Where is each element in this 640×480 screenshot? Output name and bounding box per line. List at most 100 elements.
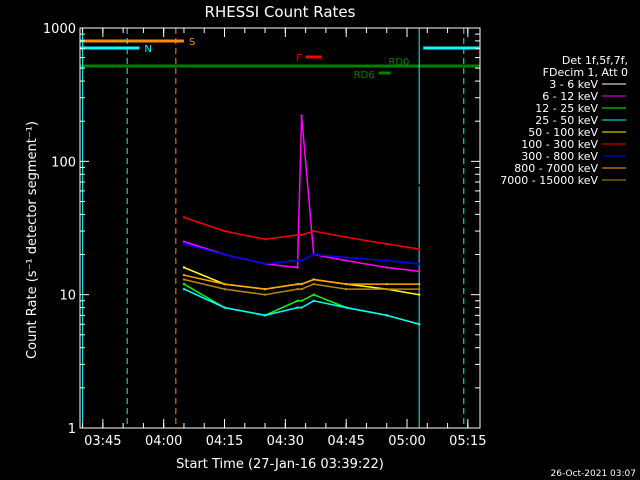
data-point [344,259,348,262]
data-point [385,282,388,286]
data-point [223,229,226,233]
legend-entry-label: 50 - 100 keV [528,126,598,139]
data-point [300,259,303,262]
plot-frame [79,27,481,429]
data-point [182,266,186,269]
legend-entry-label: 12 - 25 keV [535,102,598,115]
y-tick-label: 1000 [43,22,76,37]
legend-entry-label: 3 - 6 keV [549,78,598,91]
data-point [300,306,303,309]
flag-label: N [144,44,151,55]
data-point [263,238,267,241]
data-point [296,287,299,291]
data-point [344,256,348,259]
vlines-layer [82,28,465,428]
data-point [417,269,421,273]
x-tick-label: 04:15 [206,434,243,449]
data-point [223,306,226,309]
data-point [263,314,267,317]
data-point [385,287,388,291]
x-tick-label: 03:45 [84,434,121,449]
data-point [417,247,421,251]
flag-label: F [296,53,302,64]
data-point [296,306,299,309]
data-point [223,253,226,256]
data-point [312,253,315,256]
data-point [385,242,388,246]
data-point [417,184,421,187]
data-point [296,233,299,237]
data-point [182,240,186,243]
legend-entry-label: 25 - 50 keV [535,114,598,127]
data-point [344,306,348,309]
data-point [182,216,186,219]
data-point [263,293,267,296]
data-point [300,299,303,302]
data-point [182,278,186,281]
x-tick-label: 04:00 [145,434,182,449]
data-point [182,173,186,176]
legend-header: Det 1f,5f,7f, [562,54,628,67]
data-point [344,176,348,180]
data-point [300,114,303,117]
data-point [385,314,388,317]
data-point [182,282,186,286]
data-point [417,287,421,291]
data-point [385,266,388,269]
data-point [312,299,315,302]
legend-entry-label: 7000 - 15000 keV [500,174,598,187]
data-point [223,282,226,286]
data-point [263,173,267,176]
x-tick-label: 04:30 [267,434,304,449]
data-point [296,259,299,262]
footer-timestamp: 26-Oct-2021 03:07 [551,469,636,479]
y-tick-label: 100 [51,155,76,170]
data-point [296,282,299,286]
y-axis-label: Count Rate (s⁻¹ detector segment⁻¹) [25,121,40,359]
data-point [417,262,421,266]
data-point [263,287,267,291]
flag-label: RD6 [354,70,375,81]
x-tick-label: 05:15 [449,434,486,449]
data-point [182,242,186,246]
legend-entry-label: 100 - 300 keV [521,138,598,151]
legend-entry-label: 6 - 12 keV [542,90,598,103]
data-point [417,282,421,286]
data-point [296,299,299,302]
data-point [312,282,315,286]
x-tick-label: 05:00 [388,434,425,449]
x-tick-label: 04:45 [327,434,364,449]
data-point [263,262,267,266]
data-point [344,235,348,239]
data-point [385,259,388,262]
data-point [223,173,226,176]
data-point [344,282,348,286]
data-point [312,229,315,233]
data-point [296,174,299,177]
chart-title: RHESSI Count Rates [205,3,356,21]
series-layer [182,114,421,326]
data-point [385,180,388,184]
data-point [312,171,315,175]
legend-entry-label: 300 - 800 keV [521,150,598,163]
flags-layer: S N F RD6 RD0 [80,37,480,81]
data-point [344,287,348,291]
x-axis: 03:45 04:00 04:15 04:30 04:45 05:00 05:15 [82,28,487,449]
legend-header: FDecim 1, Att 0 [543,66,628,79]
flag-label: RD0 [388,57,409,68]
legend-entry-label: 800 - 7000 keV [514,162,598,175]
data-point [300,233,303,237]
flag-label: S [189,37,195,48]
data-point [417,323,421,326]
data-point [182,273,186,277]
data-point [296,266,299,269]
data-point [300,287,303,291]
y-axis: 1 10 100 1000 [43,22,480,437]
x-axis-label: Start Time (27-Jan-16 03:39:22) [176,457,384,472]
data-point [223,287,226,291]
y-tick-label: 10 [59,289,76,304]
data-point [300,282,303,286]
